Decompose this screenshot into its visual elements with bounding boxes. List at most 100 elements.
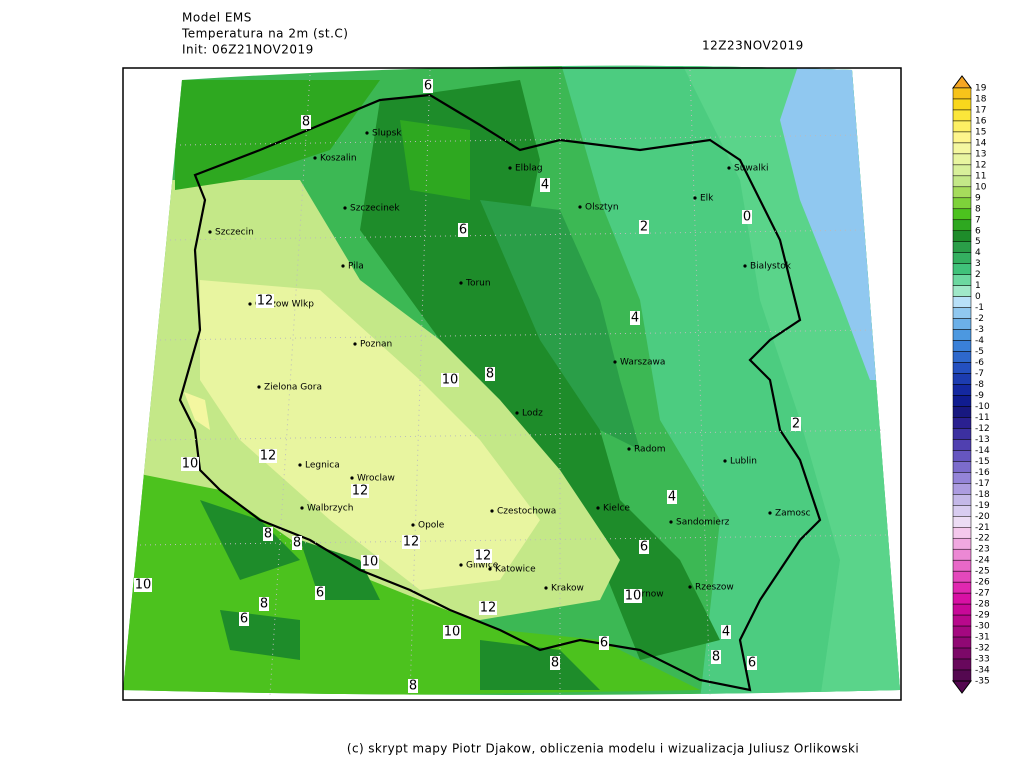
graticule [139, 68, 891, 696]
contour-label: 12 [480, 601, 497, 616]
legend-label: 13 [975, 149, 986, 159]
contour-label: 8 [264, 527, 272, 542]
contour-label-bg [747, 656, 757, 670]
contour-label: 2 [792, 417, 800, 432]
legend-label: -5 [975, 347, 984, 357]
legend-swatch [952, 252, 972, 264]
legend-swatch [952, 373, 972, 385]
legend-label: -22 [975, 534, 990, 544]
contour-label-bg [630, 311, 640, 325]
city-label: Slupsk [372, 129, 402, 139]
city-label: Walbrzych [307, 504, 353, 514]
city-label: Lublin [730, 457, 757, 467]
legend-swatch [952, 395, 972, 407]
contour-label-bg [351, 484, 369, 498]
legend-label: -27 [975, 589, 990, 599]
contour-label: 6 [240, 612, 248, 627]
legend-label: -8 [975, 380, 984, 390]
footer-credit: (c) skrypt mapy Piotr Djakow, obliczenia… [347, 742, 859, 756]
legend-label: -1 [975, 303, 984, 313]
legend-label: 18 [975, 94, 987, 104]
legend-swatch [952, 461, 972, 473]
legend-label: -14 [975, 446, 990, 456]
legend-swatch [952, 439, 972, 451]
city-label: Katowice [495, 565, 536, 575]
city-label: Lodz [522, 409, 543, 419]
legend-label: -13 [975, 435, 990, 445]
contour-label-bg [479, 601, 497, 615]
legend-swatch [952, 307, 972, 319]
legend-label: 12 [975, 160, 986, 170]
legend-swatch [952, 98, 972, 111]
contour-label-bg [408, 679, 418, 693]
contour-label: 10 [625, 589, 642, 604]
valid-time: 12Z23NOV2019 [702, 39, 804, 53]
city-dot [343, 206, 347, 210]
legend-swatch [952, 329, 972, 341]
contour-label: 12 [475, 549, 492, 564]
legend-swatch [952, 362, 972, 374]
contour-label-bg [259, 449, 277, 463]
contour-label-bg [441, 373, 459, 387]
city-dot [515, 411, 519, 415]
city-label: Szczecin [215, 228, 254, 238]
legend-label: -34 [975, 666, 990, 676]
city-dot [350, 476, 354, 480]
city-label: Olsztyn [585, 203, 619, 213]
contour-label-bg [791, 417, 801, 431]
city-label: Zielona Gora [264, 383, 322, 393]
legend-label: -24 [975, 556, 990, 566]
city-dot [208, 230, 212, 234]
contour-label-bg [639, 540, 649, 554]
legend-label: 3 [975, 259, 981, 269]
legend-swatch [952, 219, 972, 232]
contour-label: 6 [316, 586, 324, 601]
city-label: Elblag [515, 164, 543, 174]
legend-swatch [952, 537, 972, 550]
contour-label-bg [259, 597, 269, 611]
contour-label: 6 [748, 656, 756, 671]
legend-swatch [952, 592, 972, 605]
city-label: Tarnow [631, 590, 664, 600]
contour-label-bg [474, 549, 492, 563]
contour-label: 4 [668, 490, 676, 505]
city-label: Suwalki [734, 164, 769, 174]
legend-swatch [952, 384, 972, 396]
legend-label: 9 [975, 193, 981, 203]
legend-swatch [952, 428, 972, 440]
city-label: Gliwice [466, 561, 499, 571]
legend-swatch [952, 186, 972, 199]
legend-label: -2 [975, 314, 984, 324]
city-dot [459, 563, 463, 567]
city-dot [459, 281, 463, 285]
legend: 191817161514131211109876543210-1-2-3-4-5… [952, 75, 990, 694]
contour-label-bg [639, 220, 649, 234]
legend-swatch [952, 142, 972, 155]
contour-label: 0 [743, 210, 751, 225]
legend-swatch [952, 581, 972, 594]
city-dot [490, 509, 494, 513]
legend-label: -10 [975, 402, 990, 412]
legend-swatch [952, 450, 972, 462]
legend-label: 4 [975, 248, 981, 258]
contour-label-bg [550, 656, 560, 670]
legend-label: -9 [975, 391, 984, 401]
legend-label: 15 [975, 127, 986, 137]
contour-label: 10 [444, 625, 461, 640]
city-label: Radom [634, 445, 666, 455]
legend-swatch [952, 636, 972, 649]
contour-label-bg [599, 636, 609, 650]
contour-label: 8 [712, 650, 720, 665]
city-label: Rzeszow [695, 583, 734, 593]
city-dot [353, 342, 357, 346]
contour-label: 4 [631, 311, 639, 326]
legend-label: -21 [975, 523, 990, 533]
city-dot [411, 523, 415, 527]
legend-swatch [952, 120, 972, 133]
legend-swatch [952, 109, 972, 122]
city-label: Pila [348, 262, 364, 272]
legend-label: 17 [975, 105, 986, 115]
city-dot [669, 520, 673, 524]
legend-swatch [952, 296, 972, 308]
